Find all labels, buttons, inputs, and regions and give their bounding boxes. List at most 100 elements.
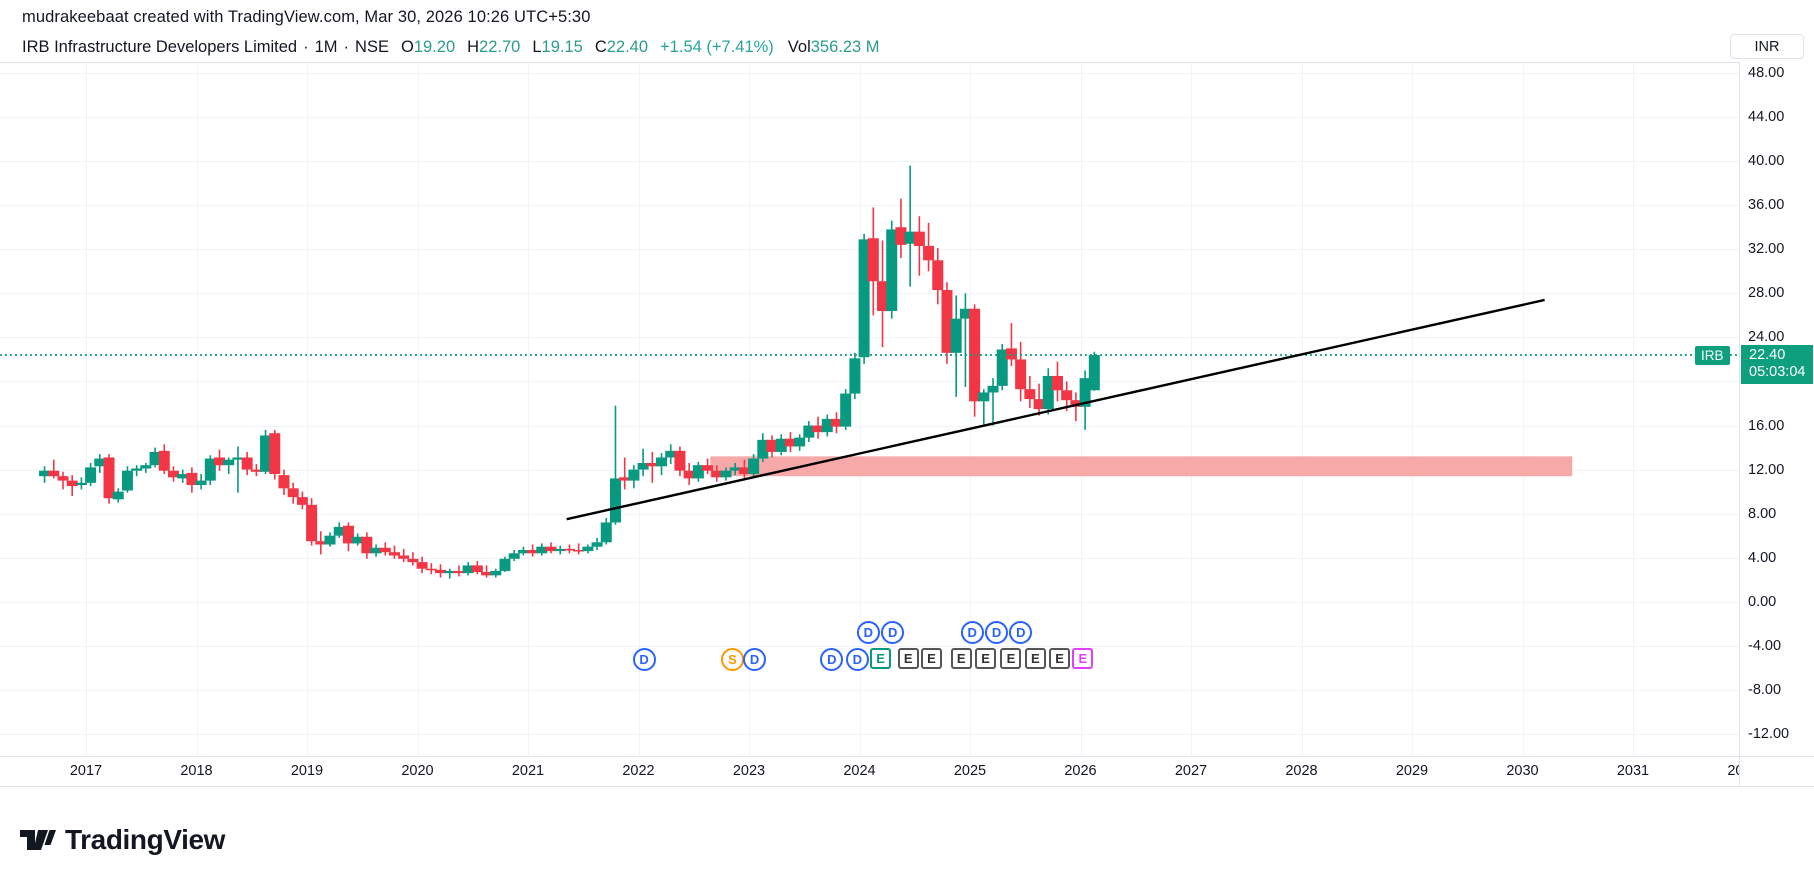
- vertical-gridline: [1412, 62, 1413, 756]
- axis-corner: [1739, 756, 1814, 786]
- event-marker-earnings[interactable]: E: [975, 648, 997, 669]
- time-tick: 2024: [843, 763, 876, 779]
- legend-change: +1.54 (+7.41%): [660, 38, 774, 56]
- vertical-gridline: [859, 62, 861, 756]
- legend-exchange: NSE: [355, 38, 389, 56]
- price-tick: 0.00: [1748, 593, 1777, 610]
- chart-legend: IRB Infrastructure Developers Limited · …: [22, 38, 880, 57]
- horizontal-gridline: [0, 73, 1739, 75]
- candle-body: [702, 465, 714, 471]
- event-marker-dividend[interactable]: D: [881, 621, 905, 644]
- candle-body: [324, 535, 336, 545]
- horizontal-gridline: [0, 733, 1739, 735]
- candle-body: [499, 558, 511, 571]
- candle-body: [757, 439, 769, 459]
- bottom-divider: [0, 786, 1814, 787]
- event-marker-dividend[interactable]: D: [845, 648, 869, 671]
- event-marker-dividend[interactable]: D: [985, 621, 1009, 644]
- event-marker-earnings[interactable]: E: [920, 648, 942, 669]
- candle-body: [527, 550, 539, 554]
- tradingview-logo: TradingView: [20, 824, 225, 856]
- last-price-badge[interactable]: 22.40 05:03:04: [1740, 344, 1814, 386]
- candle-body: [167, 470, 179, 478]
- time-tick: 2018: [180, 763, 213, 779]
- legend-low-label: L: [532, 38, 542, 56]
- horizontal-gridline: [0, 161, 1739, 163]
- event-marker-dividend[interactable]: D: [1009, 621, 1033, 644]
- candle-body: [840, 393, 852, 427]
- event-marker-split[interactable]: S: [720, 648, 744, 671]
- candle-body: [517, 550, 529, 554]
- horizontal-gridline: [0, 557, 1739, 559]
- candle-body: [481, 572, 493, 576]
- candle-body: [315, 541, 327, 545]
- price-tick: 24.00: [1748, 329, 1785, 346]
- candle-body: [112, 491, 124, 500]
- horizontal-gridline: [0, 645, 1739, 647]
- vertical-gridline: [307, 62, 308, 756]
- time-tick: 2019: [290, 763, 324, 779]
- support-zone[interactable]: [710, 456, 1573, 477]
- candle-body: [1061, 390, 1073, 401]
- price-axis[interactable]: 48.0044.0040.0036.0032.0028.0024.0020.00…: [1739, 62, 1814, 756]
- vertical-gridline: [1080, 62, 1082, 756]
- event-marker-dividend[interactable]: D: [856, 621, 880, 644]
- legend-volume-value: 356.23 M: [810, 38, 880, 56]
- event-marker-dividend[interactable]: D: [632, 648, 656, 671]
- candle-body: [66, 480, 78, 487]
- candle-body: [738, 467, 750, 474]
- time-tick: 2022: [622, 763, 655, 779]
- candle-body: [1015, 359, 1027, 390]
- candle-body: [361, 536, 373, 554]
- vertical-gridline: [417, 62, 419, 756]
- candle-body: [435, 569, 447, 574]
- candle-body: [379, 547, 391, 553]
- event-marker-dividend[interactable]: D: [960, 621, 984, 644]
- vertical-gridline: [528, 62, 529, 756]
- event-marker-earnings[interactable]: E: [950, 648, 972, 669]
- symbol-badge[interactable]: IRB: [1695, 346, 1730, 366]
- candle-body: [39, 470, 51, 477]
- price-tick: -12.00: [1748, 725, 1790, 742]
- candle-body: [959, 308, 971, 319]
- price-tick: 8.00: [1748, 505, 1777, 522]
- candle-body: [775, 438, 787, 452]
- candle-body: [849, 358, 861, 394]
- ascending-trendline[interactable]: [566, 298, 1545, 521]
- event-marker-dividend[interactable]: D: [743, 648, 767, 671]
- candle-body: [186, 472, 198, 486]
- candle-body: [407, 558, 419, 563]
- legend-symbol-name[interactable]: IRB Infrastructure Developers Limited: [22, 38, 298, 56]
- price-tick: -4.00: [1748, 637, 1782, 654]
- candle-body: [214, 457, 226, 466]
- horizontal-gridline: [0, 205, 1739, 207]
- candle-body: [444, 570, 456, 574]
- candle-body: [269, 433, 281, 474]
- candle-body: [398, 555, 410, 559]
- legend-interval[interactable]: 1M: [314, 38, 338, 56]
- candle-body: [149, 451, 161, 466]
- candle-body: [1033, 399, 1045, 409]
- candle-body: [674, 450, 686, 471]
- currency-pill[interactable]: INR: [1730, 34, 1804, 59]
- legend-high-value: 22.70: [479, 38, 521, 56]
- candle-body: [1024, 389, 1036, 400]
- legend-dot-2: ·: [343, 38, 350, 56]
- legend-close-value: 22.40: [606, 38, 649, 56]
- event-marker-earnings-green[interactable]: E: [870, 648, 892, 669]
- event-marker-dividend[interactable]: D: [820, 648, 844, 671]
- event-marker-earnings[interactable]: E: [1024, 648, 1046, 669]
- candle-body: [692, 465, 704, 479]
- price-tick: 36.00: [1748, 197, 1785, 214]
- candle-body: [85, 467, 97, 483]
- event-marker-earnings[interactable]: E: [897, 648, 919, 669]
- candle-body: [913, 231, 925, 246]
- time-axis[interactable]: 2017 2018 2019 2020 2021 2022 2023 2024 2025 2026…: [0, 756, 1760, 786]
- time-tick: 2027: [1174, 763, 1208, 779]
- bar-countdown: 05:03:04: [1749, 364, 1806, 381]
- event-marker-earnings[interactable]: E: [1000, 648, 1022, 669]
- event-marker-earnings-pink[interactable]: E: [1072, 648, 1094, 669]
- horizontal-gridline: [0, 381, 1739, 383]
- event-marker-earnings[interactable]: E: [1049, 648, 1071, 669]
